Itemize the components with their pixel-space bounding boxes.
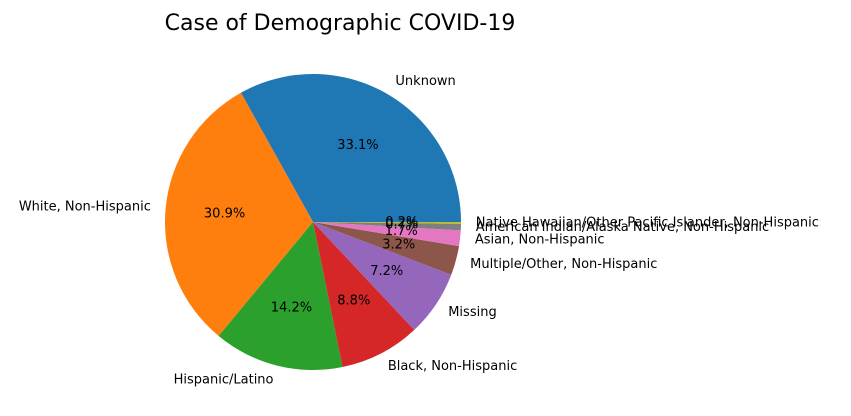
- category-labels: Unknown White, Non-Hispanic Hispanic/Latin…: [19, 74, 819, 387]
- percentage-label-multiple-other-non-hispanic: 3.2%: [382, 238, 415, 253]
- category-label-asian-non-hispanic: Asian, Non-Hispanic: [475, 232, 605, 247]
- pie-slice-asian-non-hispanic: [313, 222, 461, 247]
- percentage-labels: 33.1% 30.9% 14.2% 8.8%7.2% 3.2%1.7%0.7%0.2%: [204, 138, 418, 316]
- category-label-missing: Missing: [448, 305, 496, 320]
- category-label-black-non-hispanic: Black, Non-Hispanic: [388, 359, 517, 374]
- percentage-label-native-hawaiian-other-pacific-islander-non-hispanic: 0.2%: [385, 215, 418, 230]
- pie-slice-american-indian-alaska-native-non-hispanic: [313, 222, 461, 231]
- percentage-label-missing: 7.2%: [370, 264, 403, 279]
- category-label-white-non-hispanic: White, Non-Hispanic: [19, 200, 151, 215]
- percentage-label-unknown: 33.1%: [337, 138, 378, 153]
- percentage-label-asian-non-hispanic: 1.7%: [385, 224, 418, 239]
- pie-slice-hispanic-latino: [218, 222, 343, 371]
- category-label-unknown: Unknown: [395, 74, 455, 89]
- pie-slices: [164, 74, 462, 371]
- pie-slice-black-non-hispanic: [313, 222, 415, 368]
- category-label-native-hawaiian-other-pacific-islander-non-hispanic: Native Hawaiian/Other Pacific Islander, …: [476, 216, 819, 231]
- percentage-label-white-non-hispanic: 30.9%: [204, 206, 245, 221]
- chart-title: Case of Demographic COVID-19: [165, 11, 516, 36]
- category-label-hispanic-latino: Hispanic/Latino: [174, 372, 274, 387]
- pie-slice-unknown: [240, 74, 461, 222]
- category-label-american-indian-alaska-native-non-hispanic: American Indian/Alaska Native, Non-Hispa…: [476, 220, 770, 235]
- pie-slice-native-hawaiian-other-pacific-islander-non-hispanic: [313, 222, 462, 224]
- pie-slice-missing: [313, 222, 452, 330]
- percentage-label-black-non-hispanic: 8.8%: [337, 293, 370, 308]
- category-label-multiple-other-non-hispanic: Multiple/Other, Non-Hispanic: [470, 257, 657, 272]
- percentage-label-hispanic-latino: 14.2%: [271, 301, 312, 316]
- pie-slice-multiple-other-non-hispanic: [313, 222, 460, 275]
- pie-slice-white-non-hispanic: [164, 92, 313, 337]
- percentage-label-american-indian-alaska-native-non-hispanic: 0.7%: [385, 218, 418, 233]
